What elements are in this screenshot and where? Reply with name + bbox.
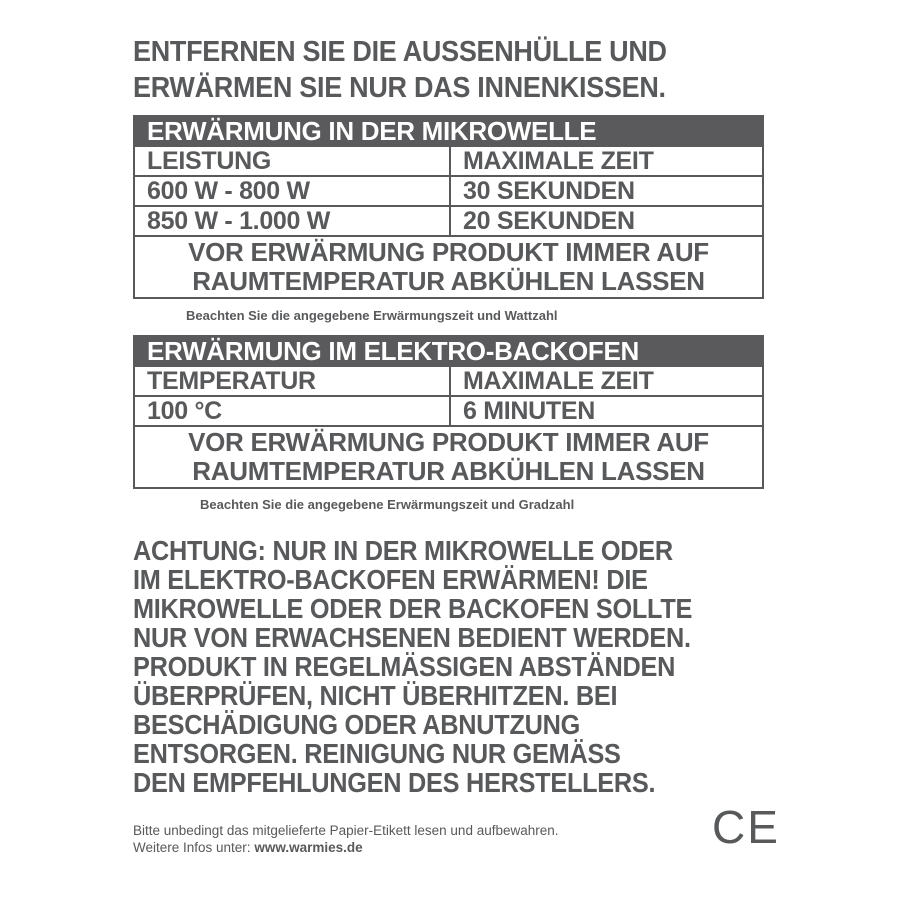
warning-line: DEN EMPFEHLUNGEN DES HERSTELLERS. [133, 767, 656, 798]
warning-line: ÜBERPRÜFEN, NICHT ÜBERHITZEN. BEI [133, 680, 618, 711]
table-cell: 30 SEKUNDEN [449, 175, 764, 207]
table-row: 100 °C 6 MINUTEN [133, 395, 764, 427]
table-cell: 20 SEKUNDEN [449, 205, 764, 237]
column-header: LEISTUNG [133, 145, 451, 177]
column-header: MAXIMALE ZEIT [449, 365, 764, 397]
warning-line: ENTSORGEN. REINIGUNG NUR GEMÄSS [133, 738, 621, 769]
oven-caption: Beachten Sie die angegebene Erwärmungsze… [200, 497, 575, 512]
cooling-note: VOR ERWÄRMUNG PRODUKT IMMER AUF RAUMTEMPE… [133, 425, 764, 489]
table-row: 600 W - 800 W 30 SEKUNDEN [133, 175, 764, 207]
footer-line: Bitte unbedingt das mitgelieferte Papier… [133, 823, 559, 838]
headline-line: ERWÄRMEN SIE NUR DAS INNENKISSEN. [133, 72, 666, 104]
table-cell: 100 °C [133, 395, 451, 427]
note-line: RAUMTEMPERATUR ABKÜHLEN LASSEN [192, 266, 705, 296]
table-cell: 6 MINUTEN [449, 395, 764, 427]
headline: ENTFERNEN SIE DIE AUSSENHÜLLE UND ERWÄRM… [133, 34, 667, 106]
note-line: VOR ERWÄRMUNG PRODUKT IMMER AUF [188, 427, 709, 457]
footer-prefix: Weitere Infos unter: [133, 840, 255, 855]
note-line: VOR ERWÄRMUNG PRODUKT IMMER AUF [188, 237, 709, 267]
website-link[interactable]: www.warmies.de [254, 840, 363, 855]
microwave-table: ERWÄRMUNG IN DER MIKROWELLE LEISTUNG MAXI… [133, 115, 764, 299]
warning-text: ACHTUNG: NUR IN DER MIKROWELLE ODER IM E… [133, 536, 692, 797]
warning-line: PRODUKT IN REGELMÄSSIGEN ABSTÄNDEN [133, 651, 676, 682]
warning-line: IM ELEKTRO-BACKOFEN ERWÄRMEN! DIE [133, 564, 648, 595]
table-row: 850 W - 1.000 W 20 SEKUNDEN [133, 205, 764, 237]
footer-line: Weitere Infos unter: www.warmies.de [133, 839, 559, 856]
table-cell: 600 W - 800 W [133, 175, 451, 207]
warning-line: BESCHÄDIGUNG ODER ABNUTZUNG [133, 709, 581, 740]
table-cell: 850 W - 1.000 W [133, 205, 451, 237]
oven-table: ERWÄRMUNG IM ELEKTRO-BACKOFEN TEMPERATUR… [133, 335, 764, 489]
note-line: RAUMTEMPERATUR ABKÜHLEN LASSEN [192, 456, 705, 486]
warning-line: NUR VON ERWACHSENEN BEDIENT WERDEN. [133, 622, 691, 653]
footer: Bitte unbedingt das mitgelieferte Papier… [133, 822, 559, 856]
column-header: MAXIMALE ZEIT [449, 145, 764, 177]
microwave-caption: Beachten Sie die angegebene Erwärmungsze… [186, 308, 558, 323]
headline-line: ENTFERNEN SIE DIE AUSSENHÜLLE UND [133, 36, 667, 68]
cooling-note: VOR ERWÄRMUNG PRODUKT IMMER AUF RAUMTEMPE… [133, 235, 764, 299]
ce-mark-icon: CE [712, 801, 780, 853]
warning-line: MIKROWELLE ODER DER BACKOFEN SOLLTE [133, 593, 693, 624]
column-header: TEMPERATUR [133, 365, 451, 397]
oven-title: ERWÄRMUNG IM ELEKTRO-BACKOFEN [133, 335, 764, 367]
warning-line: ACHTUNG: NUR IN DER MIKROWELLE ODER [133, 535, 673, 566]
microwave-title: ERWÄRMUNG IN DER MIKROWELLE [133, 115, 764, 147]
